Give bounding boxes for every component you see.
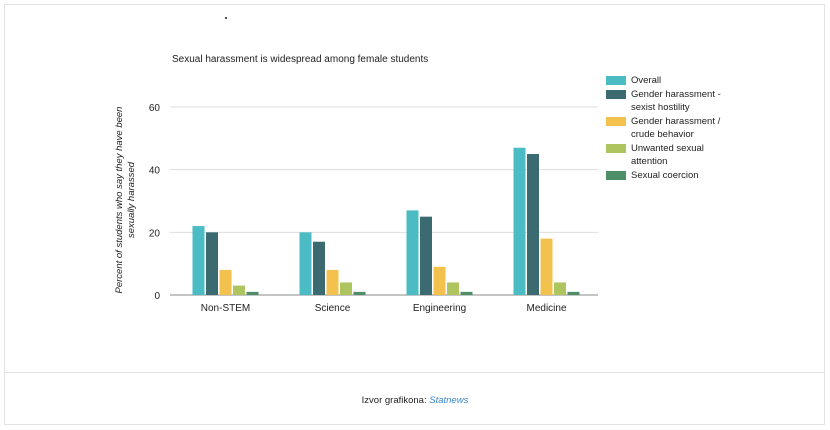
- y-tick-label: 40: [149, 166, 161, 177]
- legend-swatch: [606, 76, 626, 85]
- bar-science-1: [313, 241, 325, 295]
- legend-swatch: [606, 90, 626, 99]
- bar-non-stem-3: [233, 285, 245, 295]
- legend-item: Gender harassment / crude behavior: [606, 115, 726, 141]
- y-tick-label: 0: [154, 291, 160, 302]
- bar-engineering-4: [460, 291, 473, 295]
- chart-title: Sexual harassment is widespread among fe…: [172, 54, 429, 65]
- bar-engineering-0: [406, 210, 419, 295]
- legend-label: Sexual coercion: [631, 170, 699, 181]
- y-tick-label: 20: [149, 228, 161, 239]
- footer-label: Izvor grafikona:: [361, 395, 427, 406]
- y-tick-label: 60: [149, 103, 161, 114]
- x-tick-label: Science: [315, 303, 351, 314]
- footer-divider: [4, 372, 825, 373]
- bar-science-3: [340, 282, 352, 295]
- bar-non-stem-0: [192, 226, 205, 295]
- bar-engineering-2: [433, 266, 446, 295]
- bar-engineering-1: [420, 216, 432, 295]
- bar-engineering-3: [447, 282, 459, 295]
- x-tick-label: Engineering: [413, 303, 466, 314]
- legend: Overall Gender harassment - sexist hostil…: [606, 74, 726, 183]
- bar-medicine-4: [567, 291, 580, 295]
- bar-non-stem-1: [206, 232, 218, 295]
- bar-medicine-0: [513, 147, 526, 295]
- bar-medicine-1: [527, 154, 539, 295]
- legend-label: Overall: [631, 75, 662, 86]
- legend-label: Gender harassment - sexist hostility: [631, 89, 721, 113]
- legend-item: Gender harassment - sexist hostility: [606, 88, 726, 114]
- bar-science-2: [326, 269, 339, 295]
- bar-medicine-2: [540, 238, 553, 295]
- legend-item: Sexual coercion: [606, 169, 726, 182]
- x-tick-label: Non-STEM: [201, 303, 250, 314]
- legend-label: Gender harassment / crude behavior: [631, 116, 721, 140]
- bar-science-4: [353, 291, 366, 295]
- bar-non-stem-2: [219, 269, 232, 295]
- bar-medicine-3: [554, 282, 566, 295]
- legend-item: Unwanted sexual attention: [606, 142, 726, 168]
- dot-mark: [225, 17, 227, 19]
- legend-swatch: [606, 144, 626, 153]
- legend-swatch: [606, 171, 626, 180]
- source-link[interactable]: Statnews: [429, 395, 469, 406]
- chart-card: [4, 4, 825, 425]
- bar-science-0: [299, 232, 312, 295]
- footer: Izvor grafikona: Statnews: [0, 395, 830, 406]
- legend-item: Overall: [606, 74, 726, 87]
- x-tick-label: Medicine: [526, 303, 566, 314]
- legend-label: Unwanted sexual attention: [631, 143, 704, 167]
- bar-non-stem-4: [246, 291, 259, 295]
- legend-swatch: [606, 117, 626, 126]
